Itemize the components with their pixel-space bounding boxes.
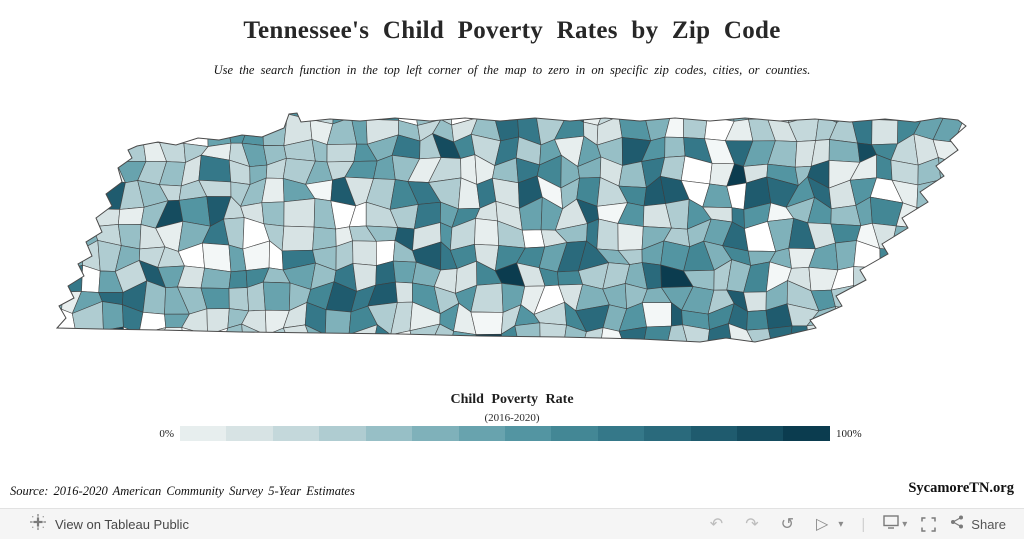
legend-max-label: 100% xyxy=(836,428,862,440)
page-subtitle: Use the search function in the top left … xyxy=(213,63,811,77)
legend-color-ramp xyxy=(180,426,830,441)
monitor-icon xyxy=(883,514,899,534)
redo-icon[interactable]: ↷ xyxy=(745,514,759,533)
fullscreen-button[interactable] xyxy=(921,516,937,532)
choropleth-map[interactable] xyxy=(0,106,1024,358)
device-layout-button[interactable]: ▾ xyxy=(883,514,908,534)
tableau-toolbar: View on Tableau Public ↶ ↷ ↺ ▷ ▾ | ▾ xyxy=(0,508,1024,539)
legend-title: Child Poverty Rate xyxy=(450,392,574,407)
share-button[interactable]: Share xyxy=(950,515,1006,534)
state-outline xyxy=(55,112,967,343)
branding-text: SycamoreTN.org xyxy=(908,480,1014,496)
source-note: Source: 2016-2020 American Community Sur… xyxy=(10,484,355,498)
page-title: Tennessee's Child Poverty Rates by Zip C… xyxy=(243,17,781,44)
view-on-tableau-public-link[interactable]: View on Tableau Public xyxy=(0,513,189,535)
tableau-logo-icon xyxy=(30,513,46,535)
reset-icon[interactable]: ↺ xyxy=(780,514,795,533)
legend-min-label: 0% xyxy=(159,428,174,440)
legend-subtitle: (2016-2020) xyxy=(484,412,540,424)
undo-icon[interactable]: ↶ xyxy=(709,514,724,533)
share-label: Share xyxy=(971,516,1006,532)
share-icon xyxy=(950,515,964,534)
view-on-tableau-public-label: View on Tableau Public xyxy=(55,516,189,532)
resume-icon[interactable]: ▷ xyxy=(816,514,829,533)
toolbar-separator: | xyxy=(861,515,866,533)
zip-code-cells[interactable] xyxy=(31,106,1009,358)
chevron-down-icon: ▾ xyxy=(902,518,908,530)
chevron-down-icon[interactable]: ▾ xyxy=(838,518,844,530)
